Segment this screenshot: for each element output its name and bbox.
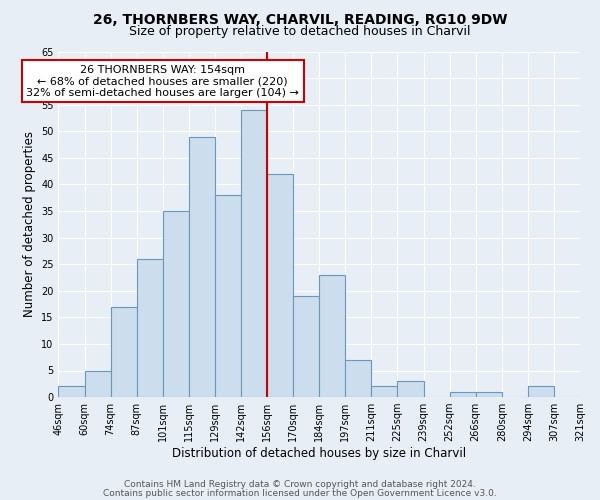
Bar bbox=[189, 136, 215, 397]
Text: Contains HM Land Registry data © Crown copyright and database right 2024.: Contains HM Land Registry data © Crown c… bbox=[124, 480, 476, 489]
Bar bbox=[267, 174, 293, 397]
Bar bbox=[58, 386, 85, 397]
Bar bbox=[371, 386, 397, 397]
Bar bbox=[345, 360, 371, 397]
Bar bbox=[110, 306, 137, 397]
Bar bbox=[215, 195, 241, 397]
Bar bbox=[85, 370, 110, 397]
Bar bbox=[293, 296, 319, 397]
Text: Contains public sector information licensed under the Open Government Licence v3: Contains public sector information licen… bbox=[103, 488, 497, 498]
Bar bbox=[163, 211, 189, 397]
Text: 26, THORNBERS WAY, CHARVIL, READING, RG10 9DW: 26, THORNBERS WAY, CHARVIL, READING, RG1… bbox=[93, 12, 507, 26]
Bar bbox=[449, 392, 476, 397]
Bar bbox=[137, 259, 163, 397]
Bar bbox=[319, 275, 345, 397]
X-axis label: Distribution of detached houses by size in Charvil: Distribution of detached houses by size … bbox=[172, 447, 466, 460]
Bar bbox=[476, 392, 502, 397]
Bar bbox=[397, 381, 424, 397]
Y-axis label: Number of detached properties: Number of detached properties bbox=[23, 132, 35, 318]
Bar bbox=[241, 110, 267, 397]
Text: Size of property relative to detached houses in Charvil: Size of property relative to detached ho… bbox=[129, 25, 471, 38]
Text: 26 THORNBERS WAY: 154sqm
← 68% of detached houses are smaller (220)
32% of semi-: 26 THORNBERS WAY: 154sqm ← 68% of detach… bbox=[26, 65, 299, 98]
Bar bbox=[528, 386, 554, 397]
